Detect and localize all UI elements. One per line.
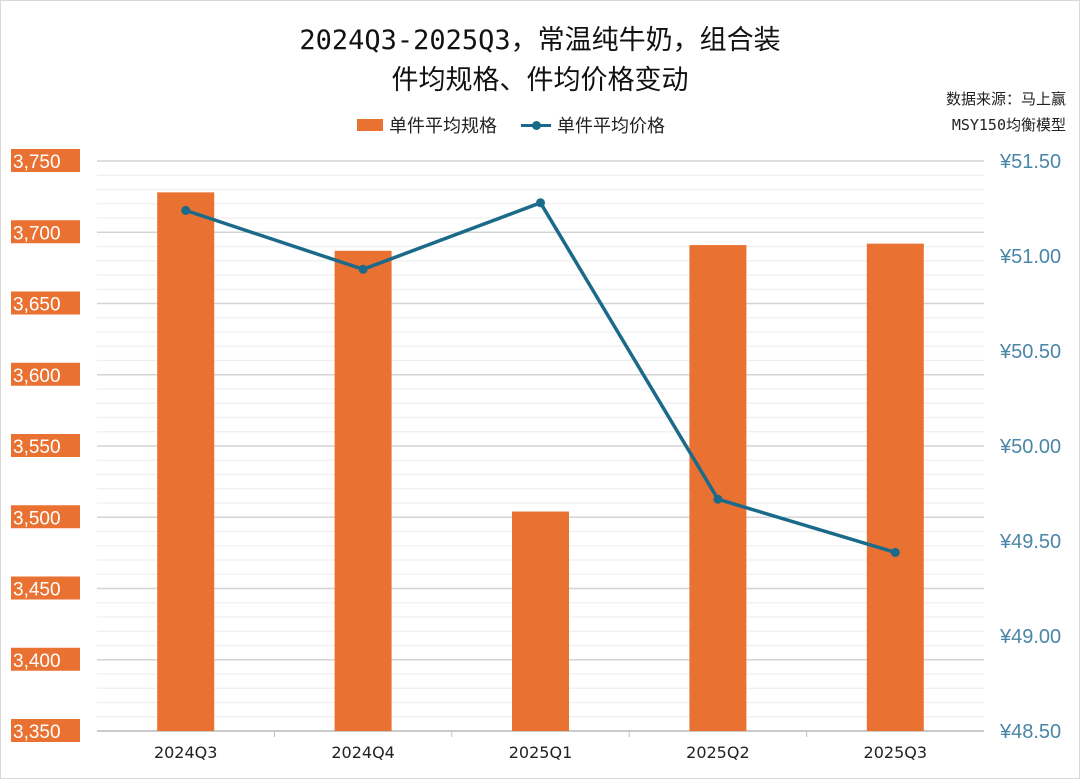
- right-tick-label: ¥49.00: [999, 626, 1061, 648]
- left-tick-label-bg: [11, 719, 80, 742]
- left-tick-label-bg: [11, 434, 80, 457]
- left-tick-label-bg: [11, 291, 80, 315]
- x-tick-label: 2024Q4: [331, 743, 395, 762]
- left-tick-label-bg: [11, 362, 80, 386]
- left-tick-label: 3,550: [13, 437, 61, 458]
- price-point: [358, 264, 368, 274]
- bar: [512, 511, 569, 731]
- left-tick-label-bg: [11, 149, 80, 172]
- left-tick-label-bg: [11, 576, 80, 600]
- left-tick-label: 3,750: [13, 152, 61, 173]
- legend: 单件平均规格 单件平均价格: [357, 112, 665, 138]
- legend-bar-swatch: [357, 119, 383, 131]
- left-tick-label: 3,600: [13, 366, 61, 387]
- left-tick-label: 3,500: [13, 508, 61, 529]
- left-tick-label: 3,400: [13, 651, 61, 672]
- bar: [157, 192, 215, 732]
- right-tick-label: ¥51.00: [999, 246, 1061, 268]
- left-tick-label-bg: [11, 505, 80, 529]
- left-tick-label-bg: [11, 220, 80, 244]
- bar: [866, 243, 924, 731]
- price-point: [536, 198, 545, 208]
- x-tick-label: 2025Q3: [864, 743, 928, 762]
- right-tick-label: ¥49.50: [999, 531, 1061, 553]
- legend-bar-label: 单件平均规格: [389, 116, 497, 137]
- left-tick-label-bg: [11, 647, 80, 671]
- left-tick-label: 3,700: [13, 223, 61, 244]
- source-line2: MSY150均衡模型: [951, 116, 1066, 134]
- right-tick-label: ¥51.50: [999, 151, 1061, 173]
- left-tick-label: 3,350: [13, 722, 61, 743]
- price-point: [713, 494, 723, 504]
- x-tick-label: 2024Q3: [154, 743, 218, 762]
- right-tick-label: ¥50.00: [999, 436, 1061, 458]
- right-tick-label: ¥48.50: [999, 721, 1061, 743]
- bar: [334, 250, 392, 731]
- chart-title-line1: 2024Q3-2025Q3，常温纯牛奶，组合装: [299, 25, 781, 56]
- chart-title-line2: 件均规格、件均价格变动: [391, 65, 689, 96]
- x-tick-label: 2025Q2: [686, 743, 750, 762]
- right-tick-label: ¥50.50: [999, 341, 1061, 363]
- legend-line-swatch: [521, 120, 551, 130]
- price-line: [185, 200, 896, 555]
- legend-line-label: 单件平均价格: [557, 116, 665, 137]
- left-tick-label: 3,450: [13, 580, 61, 601]
- left-tick-label: 3,650: [13, 295, 61, 316]
- source-line1: 数据来源：马上赢: [945, 90, 1066, 108]
- x-tick-label: 2025Q1: [509, 743, 573, 762]
- price-point: [890, 547, 900, 557]
- price-point: [181, 205, 191, 215]
- bar: [689, 245, 747, 731]
